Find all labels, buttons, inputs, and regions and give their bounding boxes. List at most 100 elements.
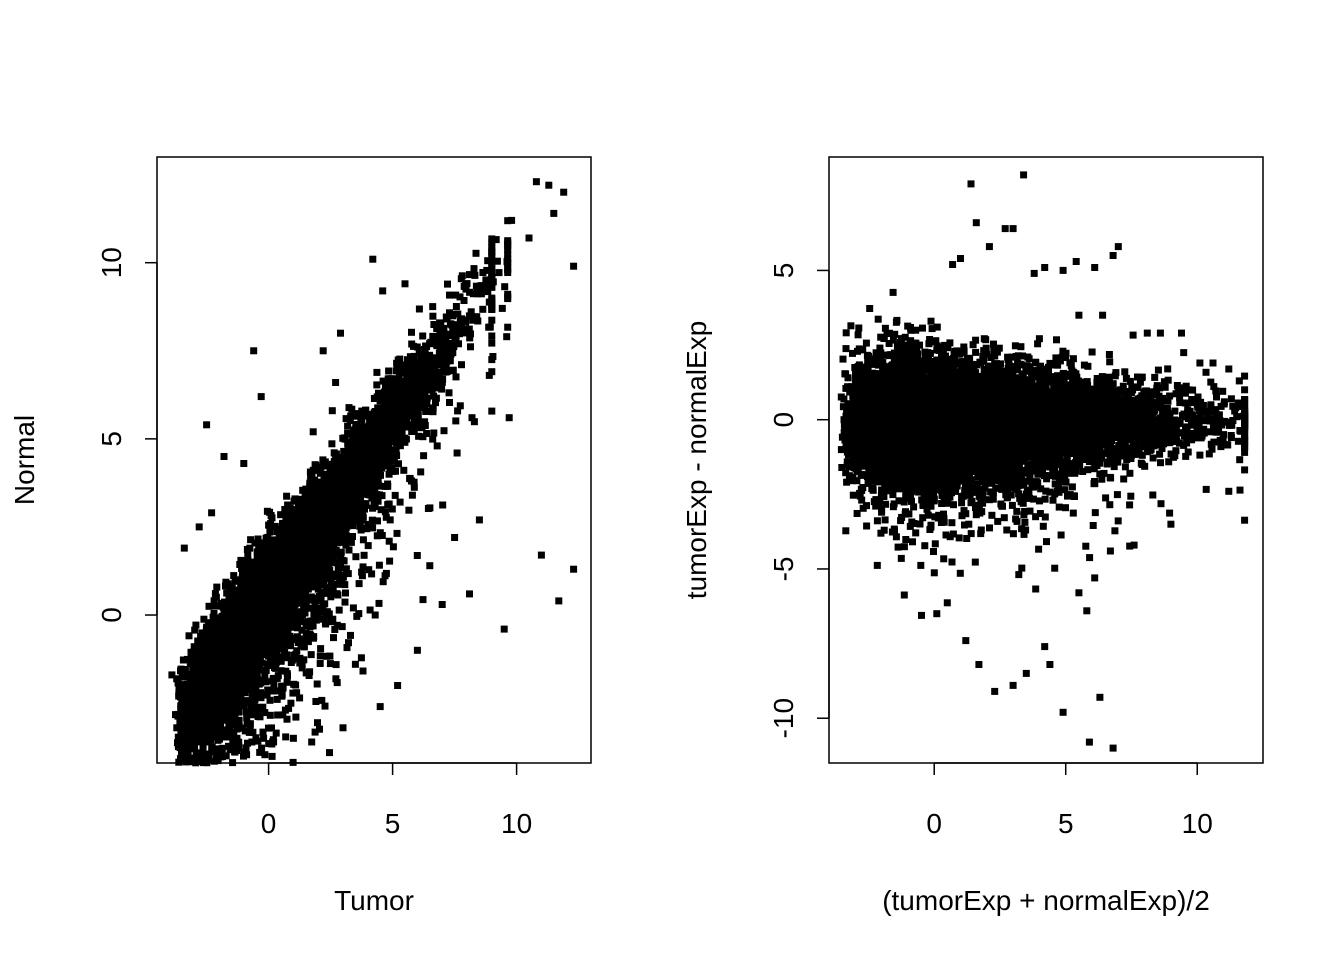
data-point bbox=[360, 551, 368, 559]
data-point bbox=[396, 355, 404, 363]
data-point bbox=[498, 304, 506, 312]
data-point bbox=[381, 572, 389, 580]
data-point bbox=[422, 385, 430, 393]
data-point bbox=[320, 571, 328, 579]
data-point bbox=[349, 522, 357, 530]
data-point bbox=[454, 407, 462, 415]
data-point bbox=[347, 538, 355, 546]
data-point bbox=[211, 590, 219, 598]
data-point bbox=[241, 557, 249, 565]
data-point bbox=[319, 602, 327, 610]
data-point bbox=[204, 738, 212, 746]
data-point bbox=[336, 532, 343, 540]
data-point bbox=[504, 217, 512, 225]
data-point bbox=[488, 268, 496, 276]
data-point bbox=[470, 418, 478, 426]
data-point bbox=[374, 517, 381, 525]
data-point bbox=[420, 452, 428, 460]
data-point bbox=[333, 621, 341, 629]
data-point bbox=[307, 651, 315, 659]
data-point bbox=[358, 416, 366, 424]
data-point bbox=[261, 751, 269, 759]
data-point bbox=[469, 290, 477, 298]
data-point bbox=[470, 265, 478, 273]
data-point bbox=[200, 732, 208, 740]
data-point bbox=[242, 744, 250, 752]
data-point bbox=[314, 719, 321, 727]
data-point bbox=[466, 288, 474, 296]
data-point bbox=[183, 655, 191, 663]
data-point bbox=[256, 713, 264, 721]
data-point bbox=[270, 681, 278, 688]
data-point bbox=[295, 617, 303, 625]
data-point bbox=[261, 671, 269, 679]
data-point bbox=[283, 678, 291, 686]
data-point bbox=[230, 572, 238, 580]
data-point bbox=[317, 597, 325, 605]
data-point bbox=[384, 480, 392, 488]
data-point bbox=[390, 457, 398, 465]
data-point bbox=[208, 743, 216, 751]
data-point bbox=[210, 610, 218, 617]
data-point bbox=[423, 430, 431, 437]
data-point bbox=[333, 679, 341, 687]
data-point bbox=[198, 629, 206, 637]
data-point bbox=[247, 536, 255, 544]
data-point bbox=[379, 377, 387, 385]
data-point bbox=[338, 623, 346, 631]
data-point bbox=[341, 434, 348, 442]
data-point bbox=[174, 679, 182, 687]
data-point bbox=[389, 543, 397, 551]
data-point bbox=[266, 711, 274, 719]
data-point bbox=[424, 358, 432, 366]
data-point bbox=[488, 339, 496, 347]
data-point bbox=[266, 696, 274, 704]
data-point bbox=[393, 364, 401, 372]
data-point bbox=[488, 407, 496, 415]
data-point bbox=[346, 417, 354, 424]
data-point bbox=[400, 466, 408, 474]
data-point bbox=[466, 271, 473, 279]
data-point bbox=[359, 563, 367, 571]
data-point bbox=[375, 599, 383, 607]
data-point bbox=[230, 701, 238, 709]
data-point bbox=[284, 501, 292, 509]
data-point bbox=[392, 446, 400, 454]
data-point bbox=[488, 294, 496, 302]
data-point bbox=[191, 745, 198, 752]
data-point bbox=[182, 756, 190, 764]
data-point bbox=[344, 570, 352, 578]
data-point bbox=[246, 544, 254, 552]
data-point bbox=[419, 596, 427, 604]
data-point bbox=[326, 660, 334, 668]
data-point bbox=[474, 317, 482, 325]
data-point bbox=[189, 665, 197, 673]
data-point bbox=[440, 324, 448, 332]
data-point bbox=[388, 505, 396, 513]
data-point bbox=[283, 715, 291, 723]
data-point bbox=[342, 565, 350, 573]
data-point bbox=[467, 308, 475, 316]
data-point bbox=[289, 689, 297, 697]
data-point bbox=[445, 389, 453, 397]
data-point bbox=[268, 752, 276, 760]
data-point bbox=[285, 704, 293, 712]
data-point bbox=[426, 504, 434, 512]
data-point bbox=[430, 429, 438, 437]
data-point bbox=[330, 634, 337, 642]
data-point bbox=[504, 251, 512, 258]
data-point bbox=[266, 528, 274, 536]
data-point bbox=[173, 675, 181, 683]
data-point bbox=[287, 642, 295, 650]
data-point bbox=[410, 478, 418, 486]
data-point bbox=[501, 283, 509, 291]
data-point bbox=[273, 687, 281, 695]
data-point bbox=[385, 500, 393, 508]
data-point bbox=[341, 530, 349, 538]
data-point bbox=[440, 427, 448, 435]
data-point bbox=[204, 619, 212, 627]
data-point bbox=[465, 325, 473, 333]
data-point bbox=[233, 577, 241, 585]
